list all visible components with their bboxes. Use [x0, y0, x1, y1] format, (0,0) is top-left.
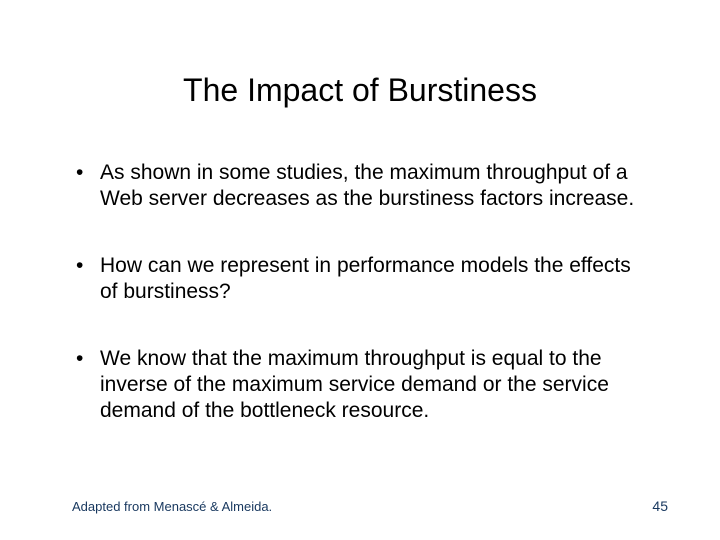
bullet-item: As shown in some studies, the maximum th…: [72, 160, 648, 211]
slide: The Impact of Burstiness As shown in som…: [0, 0, 720, 540]
bullet-item: How can we represent in performance mode…: [72, 253, 648, 304]
footer-attribution: Adapted from Menascé & Almeida.: [72, 499, 272, 514]
slide-title: The Impact of Burstiness: [0, 72, 720, 109]
bullet-item: We know that the maximum throughput is e…: [72, 346, 648, 423]
bullet-list: As shown in some studies, the maximum th…: [72, 160, 648, 423]
slide-number: 45: [652, 498, 668, 514]
slide-body: As shown in some studies, the maximum th…: [72, 160, 648, 465]
